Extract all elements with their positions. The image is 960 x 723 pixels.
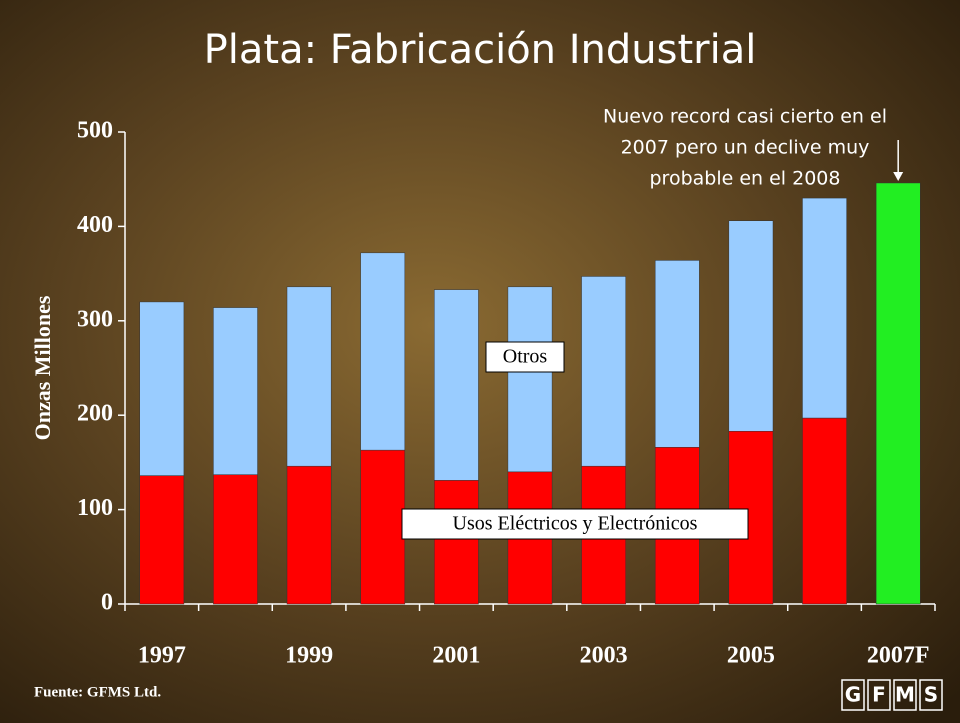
chart: Plata: Fabricación Industrial Onzas Mill… <box>0 0 960 723</box>
bar <box>287 466 331 604</box>
series-label: Otros <box>503 346 548 368</box>
x-tick-label: 2007F <box>867 643 930 669</box>
bar <box>213 475 257 604</box>
y-tick-label: 400 <box>77 212 113 238</box>
bar <box>729 221 773 432</box>
bar <box>876 183 920 604</box>
y-tick-label: 500 <box>77 118 113 144</box>
logo-letter: G <box>845 683 861 707</box>
bar <box>802 198 846 418</box>
y-tick-label: 200 <box>77 401 113 427</box>
x-tick-label: 1997 <box>138 643 186 669</box>
bar <box>140 302 184 476</box>
annotation: Nuevo record casi cierto en el <box>603 106 887 128</box>
x-tick-label: 2001 <box>432 643 480 669</box>
bar <box>434 480 478 604</box>
bar <box>655 260 699 447</box>
bar <box>802 418 846 604</box>
bar <box>582 276 626 466</box>
y-tick-label: 0 <box>101 590 113 616</box>
x-tick-label: 1999 <box>285 643 333 669</box>
source: Fuente: GFMS Ltd. <box>34 684 161 700</box>
bar <box>287 287 331 466</box>
logo-letter: F <box>872 683 886 707</box>
chart-title: Plata: Fabricación Industrial <box>204 27 757 73</box>
annotation: probable en el 2008 <box>650 168 841 190</box>
bar <box>140 476 184 604</box>
bar <box>361 450 405 604</box>
logo-letter: S <box>924 683 938 707</box>
bar <box>361 253 405 450</box>
bar <box>434 290 478 481</box>
y-axis-label: Onzas Millones <box>30 295 55 440</box>
y-tick-label: 300 <box>77 306 113 332</box>
annotation: 2007 pero un declive muy <box>621 137 870 159</box>
x-tick-label: 2005 <box>727 643 775 669</box>
bar <box>508 287 552 472</box>
bar <box>213 308 257 475</box>
series-label: Usos Eléctricos y Electrónicos <box>453 513 698 535</box>
x-tick-label: 2003 <box>580 643 628 669</box>
y-tick-label: 100 <box>77 495 113 521</box>
logo-letter: M <box>895 683 915 707</box>
